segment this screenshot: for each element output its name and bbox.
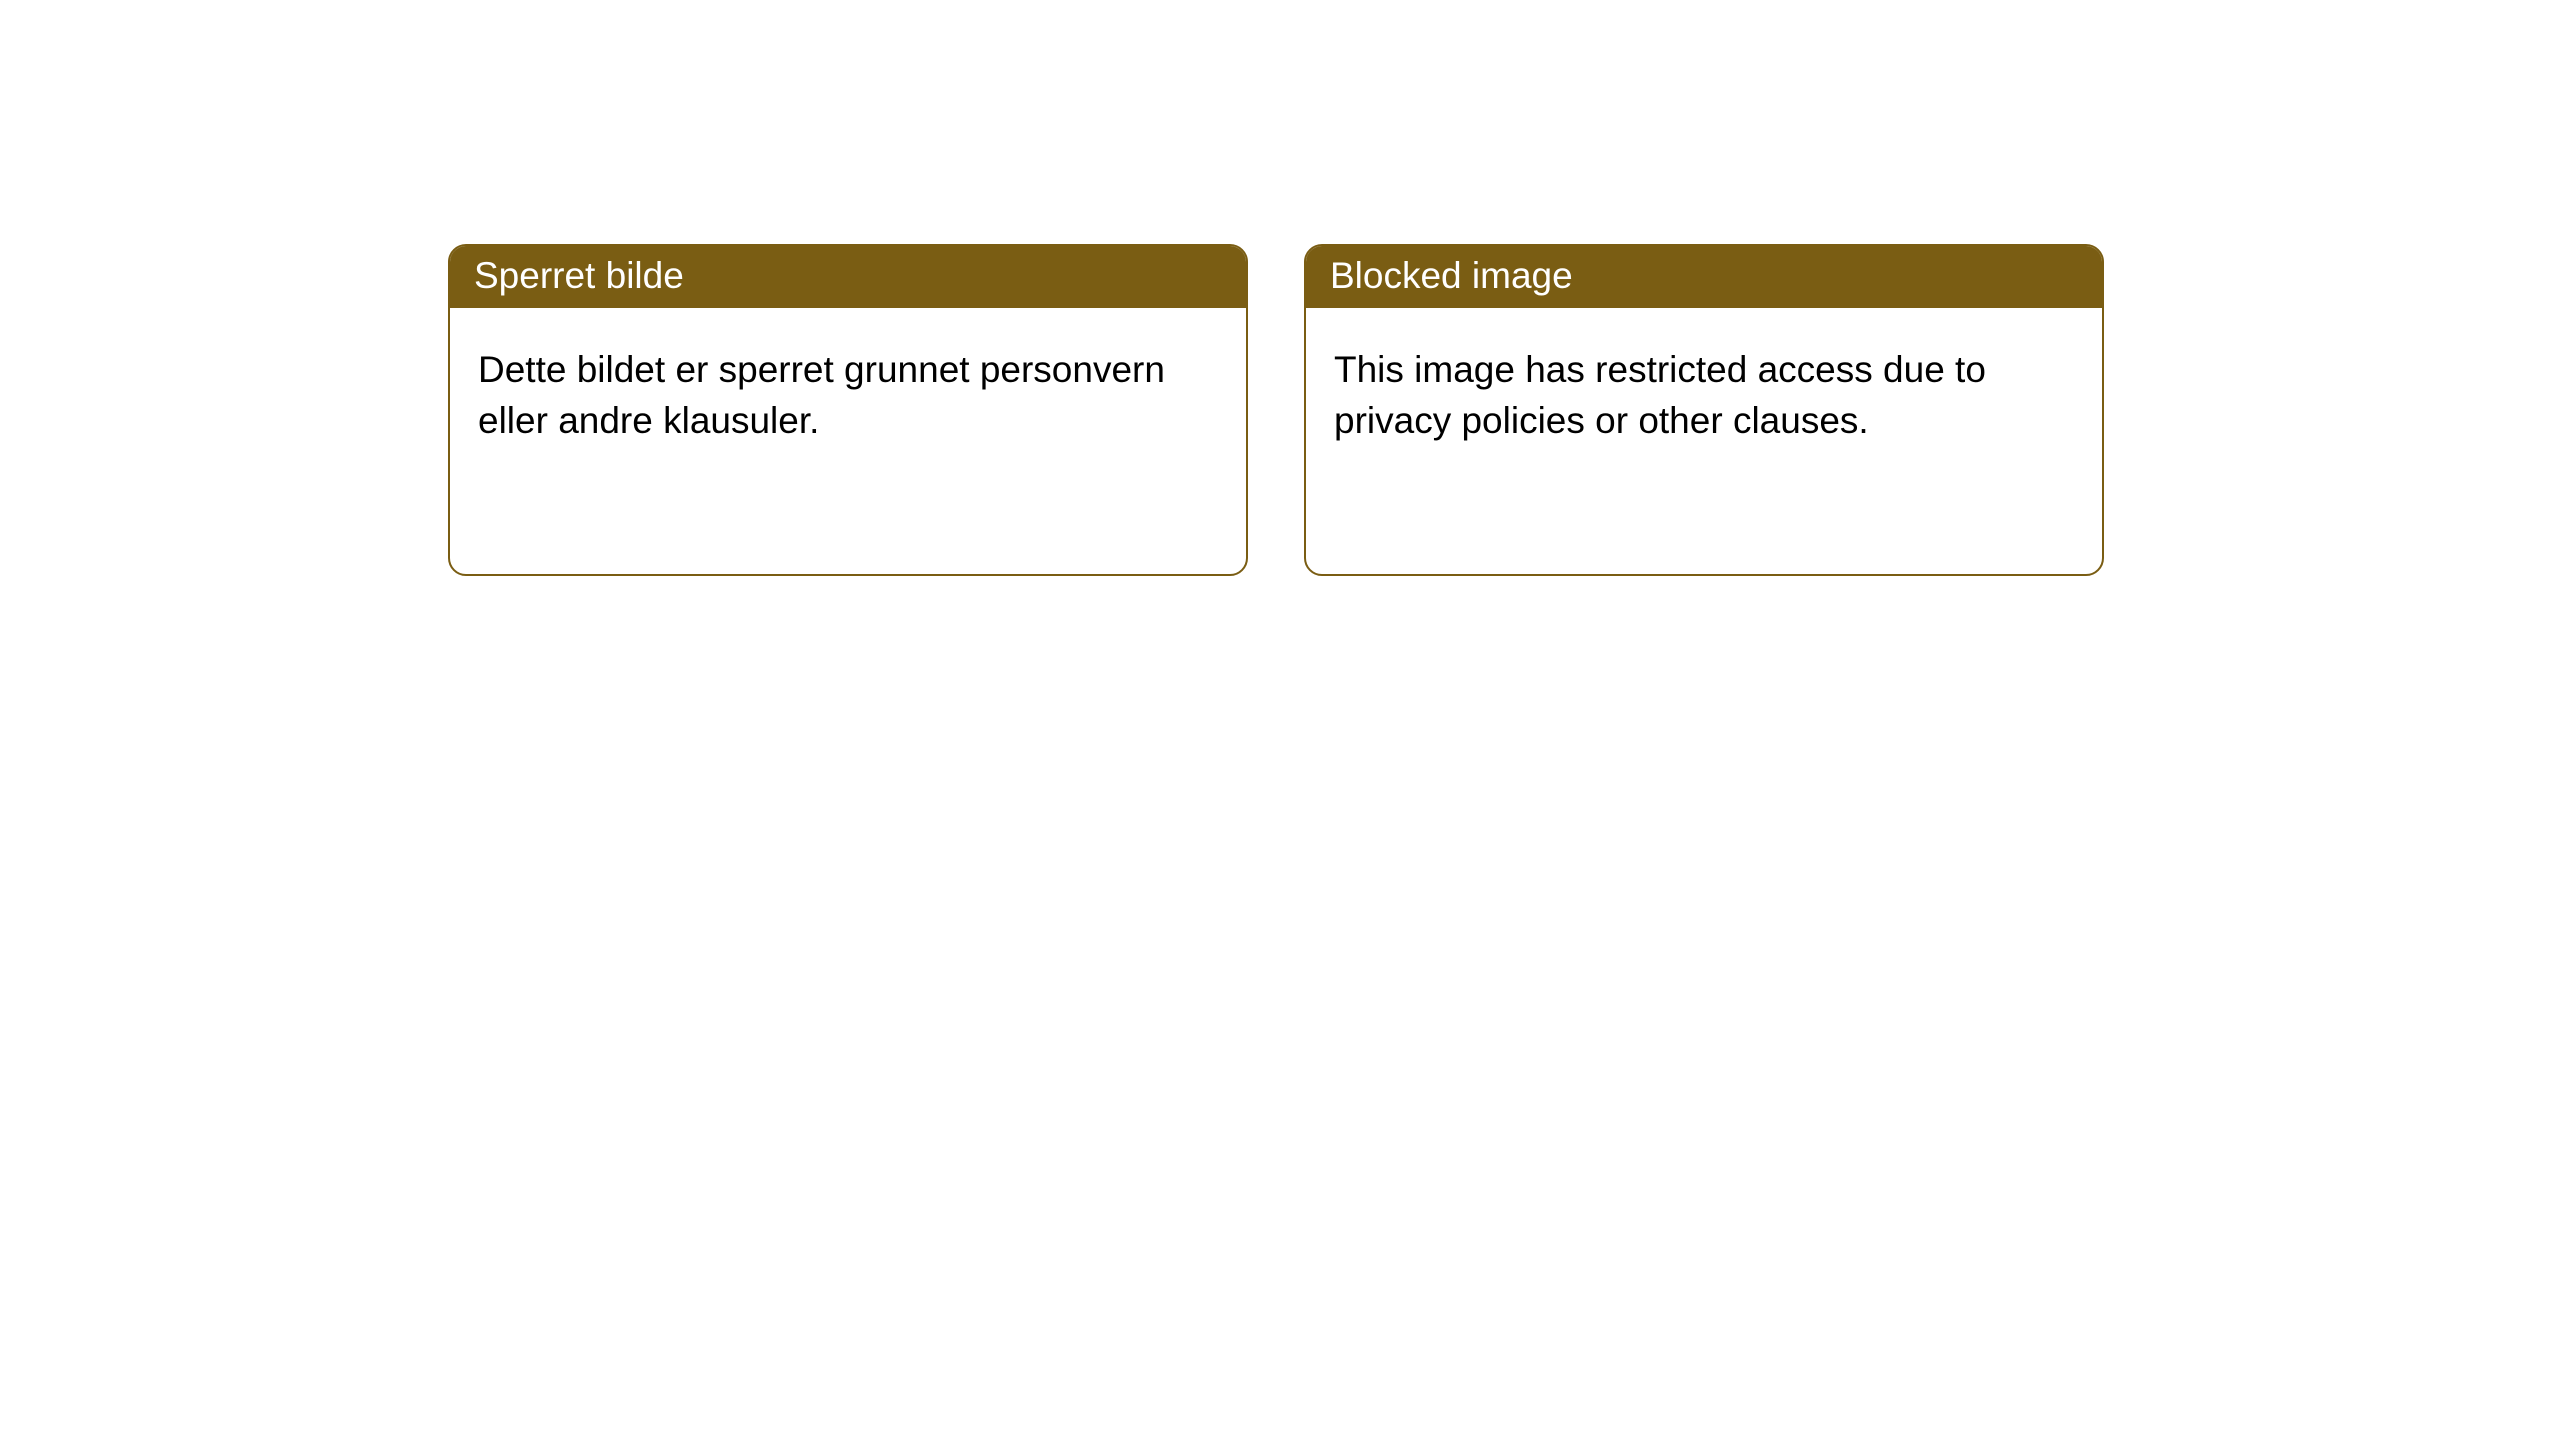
notice-title: Sperret bilde bbox=[474, 255, 684, 296]
notice-body: This image has restricted access due to … bbox=[1306, 308, 2102, 482]
notice-title: Blocked image bbox=[1330, 255, 1573, 296]
notice-body-text: This image has restricted access due to … bbox=[1334, 349, 1986, 441]
notice-card-norwegian: Sperret bilde Dette bildet er sperret gr… bbox=[448, 244, 1248, 576]
notice-body-text: Dette bildet er sperret grunnet personve… bbox=[478, 349, 1165, 441]
notice-card-english: Blocked image This image has restricted … bbox=[1304, 244, 2104, 576]
notice-header: Sperret bilde bbox=[450, 246, 1246, 308]
notice-body: Dette bildet er sperret grunnet personve… bbox=[450, 308, 1246, 482]
notice-header: Blocked image bbox=[1306, 246, 2102, 308]
notice-container: Sperret bilde Dette bildet er sperret gr… bbox=[0, 0, 2560, 576]
